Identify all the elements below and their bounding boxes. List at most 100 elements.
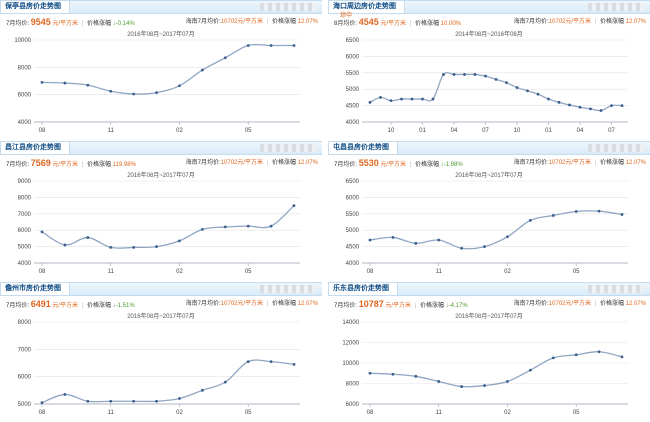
average-price: 9545 xyxy=(30,17,51,27)
province-change-label: 价格涨幅 xyxy=(599,301,624,307)
region-note: 琼中 xyxy=(340,13,353,19)
panel-title[interactable]: 保亭县房价走势图 xyxy=(0,0,70,13)
province-unit: 元/平方米 xyxy=(565,160,592,166)
panel-title[interactable]: 海口周边房价走势图 xyxy=(328,0,405,13)
y-tick-label: 6000 xyxy=(18,228,32,234)
data-point xyxy=(620,104,624,107)
price-panel: 海口周边房价走势图 琼中 8月均价: 4545 元/平方米 | 价格涨幅 10.… xyxy=(328,0,650,140)
blurred-link xyxy=(588,285,644,293)
x-tick-label: 05 xyxy=(573,410,580,416)
province-change: 12.07% xyxy=(297,160,318,166)
x-tick-label: 08 xyxy=(39,128,46,134)
panel-title[interactable]: 乐东县房价走势图 xyxy=(328,282,398,295)
data-point xyxy=(391,236,395,239)
x-tick-label: 02 xyxy=(504,269,511,275)
y-tick-label: 9000 xyxy=(18,179,32,185)
data-point xyxy=(269,360,273,364)
blurred-link xyxy=(260,144,316,152)
panel-title[interactable]: 儋州市房价走势图 xyxy=(0,282,70,295)
province-change: 12.07% xyxy=(297,19,318,25)
province-label: 海南7月均价: xyxy=(185,19,221,25)
chart-title: 2016年08月~2017年07月 xyxy=(127,32,195,38)
series-line xyxy=(41,43,294,95)
price-unit: 元/平方米 xyxy=(385,303,412,309)
panel-header: 保亭县房价走势图 xyxy=(0,0,322,14)
data-point xyxy=(109,246,113,249)
x-tick-label: 01 xyxy=(419,128,426,134)
divider: | xyxy=(266,19,269,25)
x-tick-label: 07 xyxy=(608,128,615,134)
y-tick-label: 4000 xyxy=(346,120,360,126)
data-point xyxy=(414,241,418,245)
series-line xyxy=(369,210,623,250)
data-point xyxy=(132,246,136,249)
province-stats: 海南7月均价:10702元/平方米 | 价格涨幅 12.07% xyxy=(186,157,318,169)
y-tick-label: 4500 xyxy=(346,245,360,251)
y-tick-label: 8000 xyxy=(346,382,360,388)
province-label: 海南7月均价: xyxy=(513,19,549,25)
province-price: 10702 xyxy=(548,301,566,307)
divider: | xyxy=(266,301,269,307)
price-stats: 7月均价: 10787 元/平方米 | 价格涨幅 ↓-4.17% 海南7月均价:… xyxy=(334,298,650,310)
province-price: 10702 xyxy=(220,301,238,307)
line-chart: 4000 4500 5000 5500 6000 6500 08 11 02 05 xyxy=(346,179,628,275)
data-point xyxy=(292,44,296,47)
panel-title[interactable]: 昌江县房价走势图 xyxy=(0,141,70,154)
divider: | xyxy=(594,301,597,307)
data-point xyxy=(368,100,372,104)
data-point xyxy=(40,401,44,405)
data-point xyxy=(178,239,181,243)
panel-title[interactable]: 屯昌县房价走势图 xyxy=(328,141,398,154)
price-panel: 昌江县房价走势图 7月均价: 7569 元/平方米 | 价格涨幅 119.98%… xyxy=(0,141,322,281)
x-tick-label: 11 xyxy=(108,269,115,275)
y-tick-label: 14000 xyxy=(342,320,359,326)
province-price: 10702 xyxy=(548,19,566,25)
data-point xyxy=(63,243,67,247)
data-point xyxy=(506,235,509,239)
data-point xyxy=(155,91,158,95)
line-chart: 4000 6000 8000 10000 08 11 02 05 xyxy=(14,38,300,134)
province-unit: 元/平方米 xyxy=(237,19,264,25)
province-stats: 海南7月均价:10702元/平方米 | 价格涨幅 12.07% xyxy=(186,16,318,28)
data-point xyxy=(109,399,113,403)
x-tick-label: 10 xyxy=(388,128,395,134)
y-tick-label: 7000 xyxy=(18,212,32,218)
y-tick-label: 6500 xyxy=(346,179,360,185)
x-tick-label: 01 xyxy=(545,128,552,134)
data-point xyxy=(410,97,414,101)
change-label: 价格涨幅 xyxy=(414,21,439,27)
divider: | xyxy=(81,303,84,309)
divider: | xyxy=(414,303,417,309)
province-label: 海南7月均价: xyxy=(185,301,221,307)
change-label: 价格涨幅 xyxy=(86,303,111,309)
province-stats: 海南7月均价:10702元/平方米 | 价格涨幅 12.07% xyxy=(514,157,646,169)
data-point xyxy=(132,92,136,96)
data-point xyxy=(86,83,90,87)
data-point xyxy=(40,230,44,234)
line-chart: 6000 8000 10000 12000 14000 08 11 02 05 xyxy=(342,320,628,416)
data-point xyxy=(610,104,613,107)
data-point xyxy=(452,73,456,76)
data-point xyxy=(505,81,508,85)
data-point xyxy=(463,73,466,76)
data-point xyxy=(551,356,555,360)
average-price: 5530 xyxy=(358,158,379,168)
data-point xyxy=(557,100,561,104)
x-tick-label: 11 xyxy=(436,269,443,275)
data-point xyxy=(109,89,113,93)
price-unit: 元/平方米 xyxy=(380,21,407,27)
data-point xyxy=(223,380,227,384)
y-tick-label: 5000 xyxy=(18,402,32,408)
y-tick-label: 5500 xyxy=(346,71,360,77)
change-label: 价格涨幅 xyxy=(419,303,444,309)
x-tick-label: 11 xyxy=(436,410,443,416)
x-tick-label: 08 xyxy=(367,410,374,416)
data-point xyxy=(597,209,601,213)
average-price: 7569 xyxy=(30,158,51,168)
data-point xyxy=(515,86,519,89)
y-tick-label: 4000 xyxy=(18,261,32,267)
data-point xyxy=(400,97,403,101)
data-point xyxy=(528,368,532,372)
province-unit: 元/平方米 xyxy=(565,301,592,307)
data-point xyxy=(578,105,582,109)
